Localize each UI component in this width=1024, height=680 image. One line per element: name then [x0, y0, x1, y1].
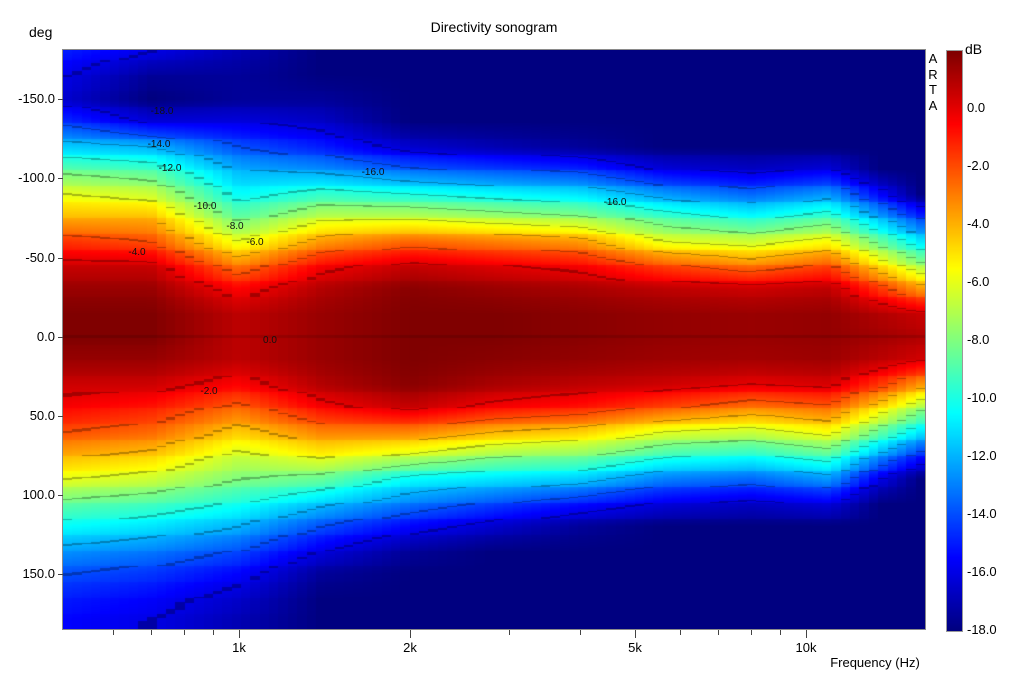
contour-label: -12.0: [158, 163, 182, 174]
x-major-tick-mark: [410, 630, 411, 638]
contour-label: -6.0: [246, 237, 264, 248]
y-axis-unit-label: deg: [29, 24, 53, 40]
colorbar-tick-label: -8.0: [967, 332, 990, 347]
colorbar-tick-label: 0.0: [967, 100, 986, 115]
x-minor-tick-mark: [213, 630, 214, 635]
x-axis-label: Frequency (Hz): [830, 655, 920, 670]
plot-border: [62, 49, 926, 630]
y-tick-mark: [58, 415, 63, 417]
contour-label: 0.0: [263, 335, 277, 346]
x-major-tick-mark: [239, 630, 240, 638]
y-tick-mark: [58, 178, 63, 180]
sonogram-heatmap-canvas: [63, 50, 925, 629]
x-minor-tick-mark: [680, 630, 681, 635]
y-tick-mark: [58, 257, 63, 259]
contour-label: -2.0: [200, 386, 218, 397]
contour-label: -10.0: [193, 201, 217, 212]
y-tick-label: 150.0: [22, 566, 55, 582]
x-major-tick-mark: [806, 630, 807, 638]
x-tick-label: 2k: [403, 640, 417, 655]
y-tick-mark: [58, 99, 63, 101]
x-minor-tick-mark: [580, 630, 581, 635]
chart-title: Directivity sonogram: [430, 19, 558, 35]
colorbar-gradient: [946, 50, 963, 632]
contour-label: -16.0: [361, 167, 385, 178]
colorbar-tick-label: -10.0: [967, 390, 997, 405]
contour-label: -16.0: [603, 197, 627, 208]
watermark-letter: T: [929, 82, 937, 97]
x-tick-label: 10k: [795, 640, 817, 655]
x-tick-label: 5k: [628, 640, 642, 655]
y-tick-label: -150.0: [18, 91, 55, 107]
x-minor-tick-mark: [113, 630, 114, 635]
x-minor-tick-mark: [509, 630, 510, 635]
contour-label: -18.0: [150, 106, 174, 117]
y-tick-mark: [58, 336, 63, 338]
contour-label: -8.0: [226, 221, 244, 232]
watermark-letter: R: [928, 66, 938, 82]
x-minor-tick-mark: [184, 630, 185, 635]
y-tick-label: 50.0: [29, 407, 55, 423]
colorbar-unit-label: dB: [965, 41, 983, 57]
colorbar-tick-label: -2.0: [967, 158, 990, 173]
x-minor-tick-mark: [751, 630, 752, 635]
y-tick-mark: [58, 495, 63, 497]
y-tick-label: 100.0: [22, 487, 55, 503]
y-tick-label: 0.0: [36, 328, 55, 344]
watermark-letter: A: [928, 97, 938, 113]
colorbar-tick-label: -16.0: [967, 564, 997, 579]
colorbar-tick-label: -14.0: [967, 506, 997, 521]
y-tick-label: -50.0: [25, 249, 55, 265]
colorbar-tick-label: -6.0: [967, 274, 990, 289]
contour-label: -4.0: [128, 247, 146, 258]
watermark-letter: A: [928, 51, 938, 66]
x-minor-tick-mark: [780, 630, 781, 635]
x-minor-tick-mark: [718, 630, 719, 635]
contour-label: -14.0: [147, 139, 171, 150]
x-tick-label: 1k: [232, 640, 246, 655]
y-tick-label: -100.0: [18, 170, 55, 186]
y-tick-mark: [58, 574, 63, 576]
colorbar-tick-label: -12.0: [967, 448, 997, 463]
x-major-tick-mark: [635, 630, 636, 638]
x-minor-tick-mark: [151, 630, 152, 635]
colorbar-tick-label: -18.0: [967, 622, 997, 637]
colorbar-tick-label: -4.0: [967, 216, 990, 231]
